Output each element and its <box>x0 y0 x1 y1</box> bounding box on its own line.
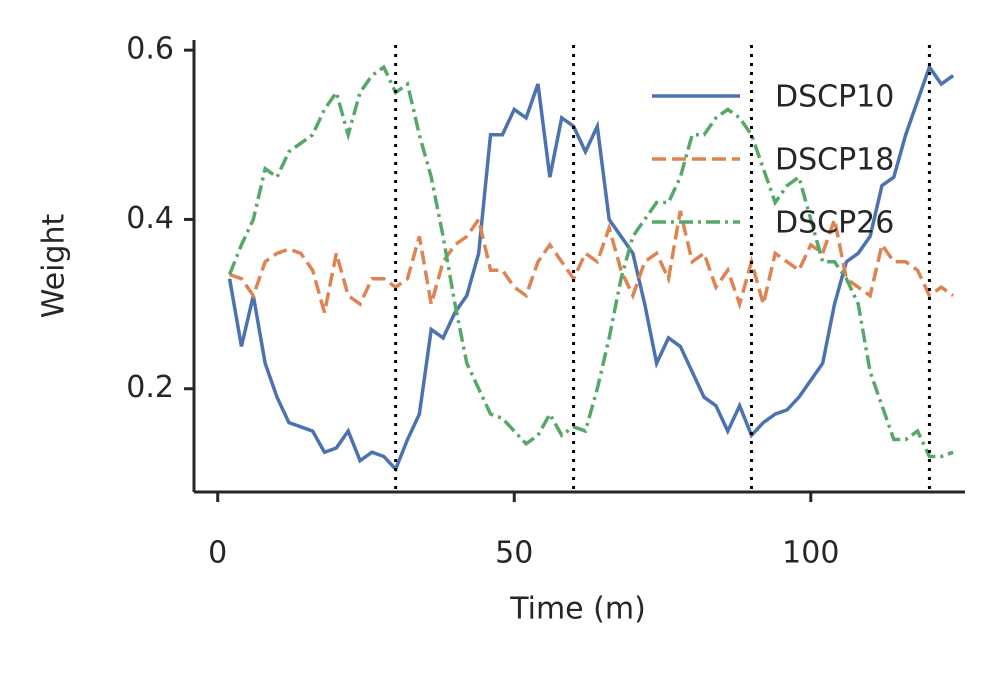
y-tick-label: 0.6 <box>126 32 174 67</box>
y-axis-label: Weight <box>37 214 72 319</box>
x-tick-label: 100 <box>782 536 839 571</box>
x-tick-label: 0 <box>208 536 227 571</box>
data-line <box>227 63 955 473</box>
data-line <box>228 210 955 314</box>
y-tick-label: 0.4 <box>126 201 174 236</box>
x-tick-label: 50 <box>495 536 533 571</box>
y-tick-label: 0.2 <box>126 370 174 405</box>
legend-label: DSCP26 <box>775 206 894 241</box>
legend-label: DSCP10 <box>775 80 894 115</box>
legend-label: DSCP18 <box>775 143 894 178</box>
x-axis-label: Time (m) <box>509 592 646 627</box>
data-line <box>227 64 954 459</box>
